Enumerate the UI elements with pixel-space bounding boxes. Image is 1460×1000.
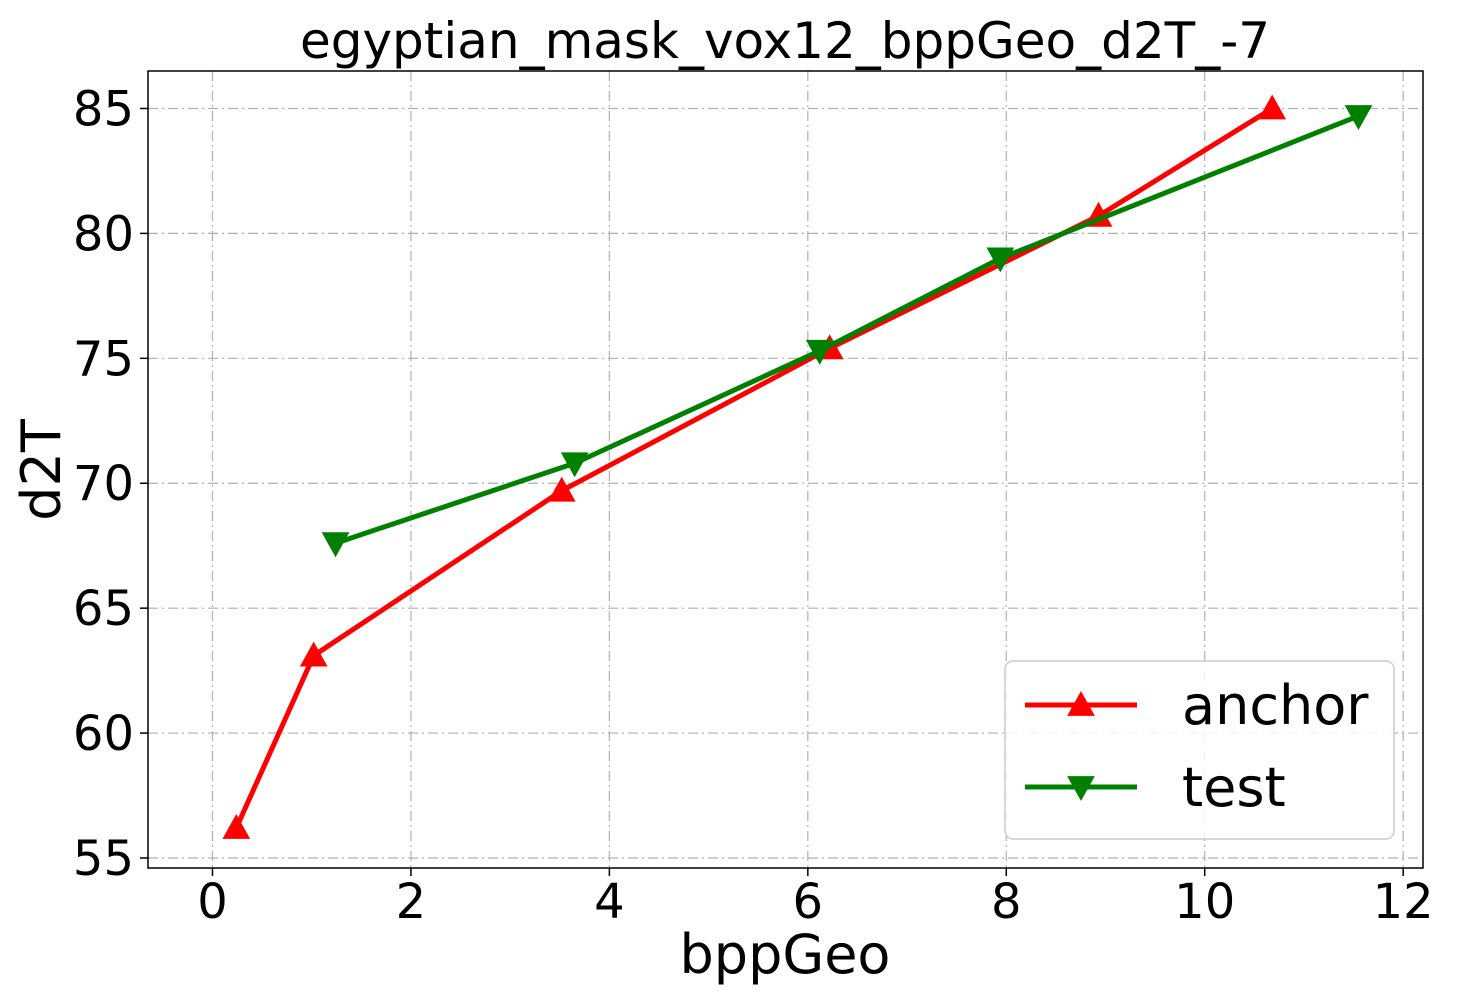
grid — [148, 71, 1423, 868]
x-tick-label: 0 — [197, 874, 228, 930]
plot-frame — [147, 70, 1424, 869]
x-tick-label: 12 — [1373, 874, 1434, 930]
x-tick-label: 4 — [594, 874, 625, 930]
legend-label-anchor: anchor — [1182, 674, 1369, 737]
data-point-anchor — [222, 813, 251, 839]
x-tick-label: 2 — [396, 874, 427, 930]
data-point-test — [321, 532, 350, 558]
series-layer — [222, 94, 1373, 839]
data-point-test — [560, 452, 589, 478]
x-tick-label: 10 — [1174, 874, 1235, 930]
y-tick-label: 60 — [73, 706, 134, 762]
legend-marker-anchor — [1067, 690, 1095, 716]
y-tick-label: 70 — [73, 456, 134, 512]
data-point-test — [986, 247, 1015, 273]
y-tick-label: 85 — [73, 81, 134, 137]
data-point-anchor — [1258, 94, 1287, 120]
tick-layer: 0 2 4 6 8 10 12 55 60 65 70 75 80 85 — [73, 81, 1434, 930]
data-point-anchor — [547, 476, 576, 502]
legend: anchor test — [1004, 660, 1395, 840]
legend-item-anchor: anchor — [1025, 674, 1369, 737]
legend-item-test: test — [1025, 756, 1286, 819]
x-tick-label: 8 — [991, 874, 1022, 930]
legend-marker-test — [1067, 776, 1095, 802]
data-point-anchor — [299, 641, 328, 667]
y-tick-label: 65 — [73, 581, 134, 637]
y-tick-label: 55 — [73, 831, 134, 887]
y-tick-label: 80 — [73, 206, 134, 262]
chart-title: egyptian_mask_vox12_bppGeo_d2T_-7 — [300, 12, 1270, 70]
y-tick-label: 75 — [73, 331, 134, 387]
legend-label-test: test — [1182, 756, 1286, 819]
data-point-test — [805, 339, 834, 365]
series-test — [321, 105, 1373, 558]
series-anchor — [222, 94, 1287, 839]
x-axis-label: bppGeo — [680, 923, 891, 986]
x-tick-label: 6 — [793, 874, 824, 930]
data-point-test — [1344, 105, 1373, 131]
y-axis-label: d2T — [10, 418, 73, 521]
legend-items: anchor test — [1025, 674, 1369, 819]
series-line-anchor — [233, 105, 1275, 831]
